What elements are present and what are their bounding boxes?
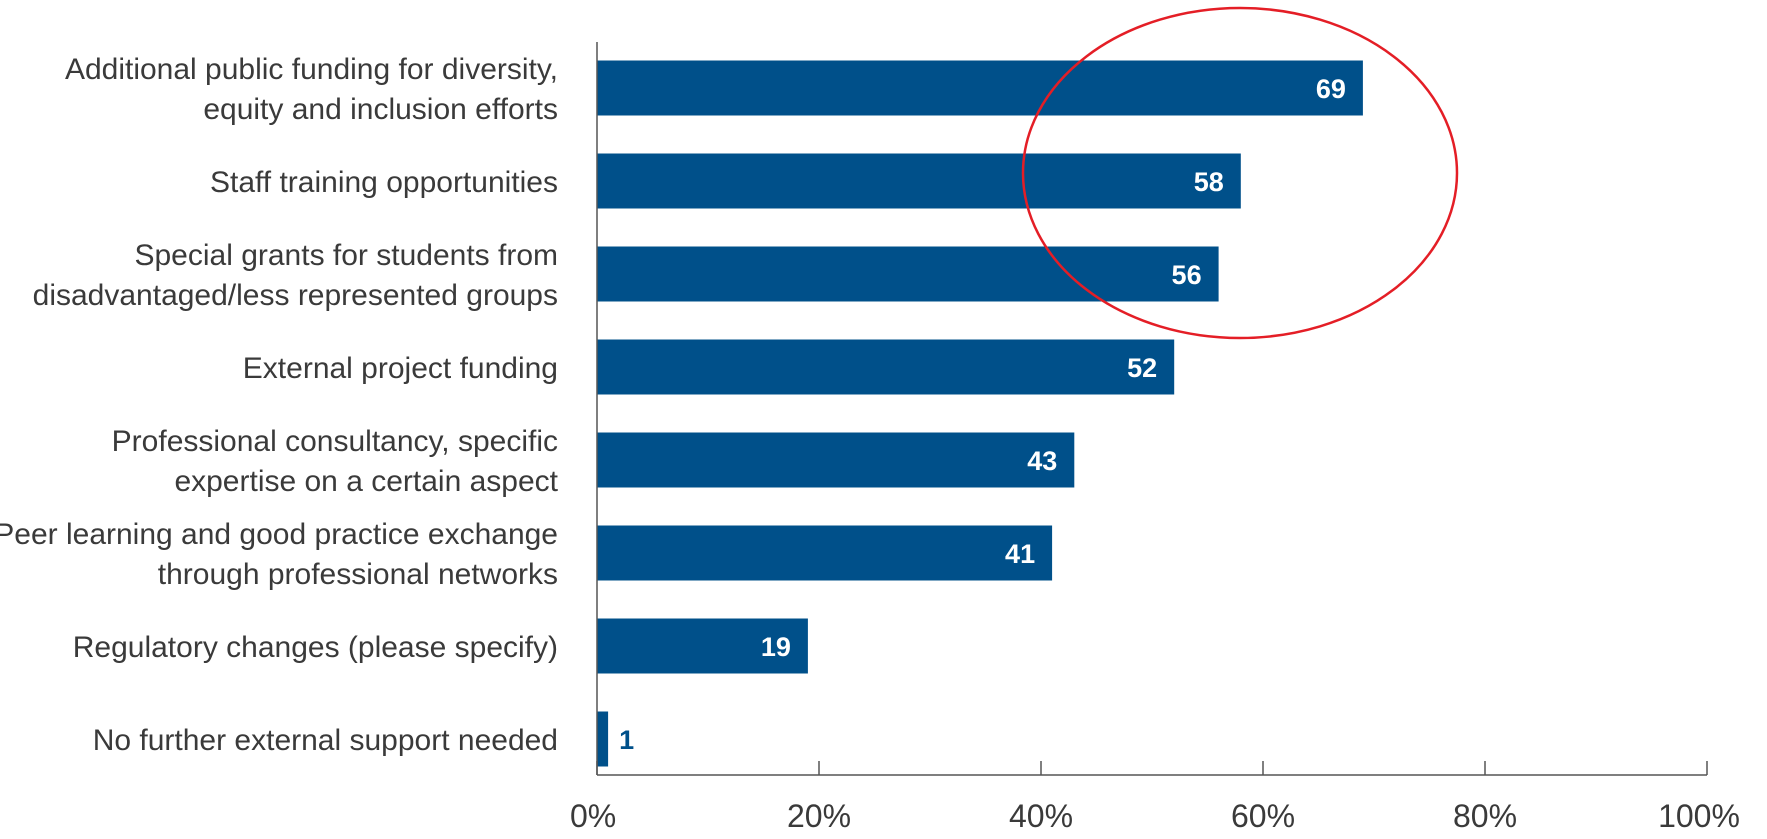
bar bbox=[597, 60, 1363, 116]
bar bbox=[597, 153, 1241, 209]
data-label: 56 bbox=[1172, 260, 1202, 290]
bar bbox=[597, 246, 1219, 302]
data-label: 43 bbox=[1027, 446, 1057, 476]
x-tick-label: 40% bbox=[1009, 798, 1073, 834]
bar bbox=[597, 432, 1075, 488]
category-label: expertise on a certain aspect bbox=[174, 465, 558, 498]
bar bbox=[597, 339, 1175, 395]
data-label: 52 bbox=[1127, 353, 1157, 383]
value-labels: 69 58 56 52 43 41 19 1 bbox=[619, 74, 1346, 755]
x-tick-label: 80% bbox=[1453, 798, 1517, 834]
annotation-layer bbox=[1021, 6, 1459, 340]
bar bbox=[597, 711, 609, 767]
category-label: through professional networks bbox=[158, 558, 558, 591]
x-tick-label: 20% bbox=[787, 798, 851, 834]
x-tick-label: 100% bbox=[1658, 798, 1740, 834]
category-labels: Additional public funding for diversity,… bbox=[0, 53, 559, 757]
x-tick-label: 0% bbox=[570, 798, 616, 834]
x-tick-label: 60% bbox=[1231, 798, 1295, 834]
bars-group bbox=[597, 60, 1363, 767]
category-label: Regulatory changes (please specify) bbox=[73, 631, 558, 664]
data-label: 1 bbox=[619, 725, 634, 755]
data-label: 69 bbox=[1316, 74, 1346, 104]
x-axis: 0% 20% 40% 60% 80% 100% bbox=[570, 42, 1740, 834]
category-label: Professional consultancy, specific bbox=[112, 425, 558, 458]
category-label: Peer learning and good practice exchange bbox=[0, 518, 558, 551]
data-label: 41 bbox=[1005, 539, 1035, 569]
category-label: disadvantaged/less represented groups bbox=[33, 279, 558, 312]
category-label: No further external support needed bbox=[93, 724, 558, 757]
category-label: Special grants for students from bbox=[134, 239, 558, 272]
category-label: Additional public funding for diversity, bbox=[65, 53, 558, 86]
category-label: Staff training opportunities bbox=[210, 166, 558, 199]
data-label: 58 bbox=[1194, 167, 1224, 197]
category-label: External project funding bbox=[243, 352, 558, 385]
highlight-ellipse bbox=[1021, 6, 1459, 340]
bar bbox=[597, 525, 1053, 581]
bar bbox=[597, 618, 808, 674]
category-label: equity and inclusion efforts bbox=[203, 93, 558, 126]
data-label: 19 bbox=[761, 632, 791, 662]
